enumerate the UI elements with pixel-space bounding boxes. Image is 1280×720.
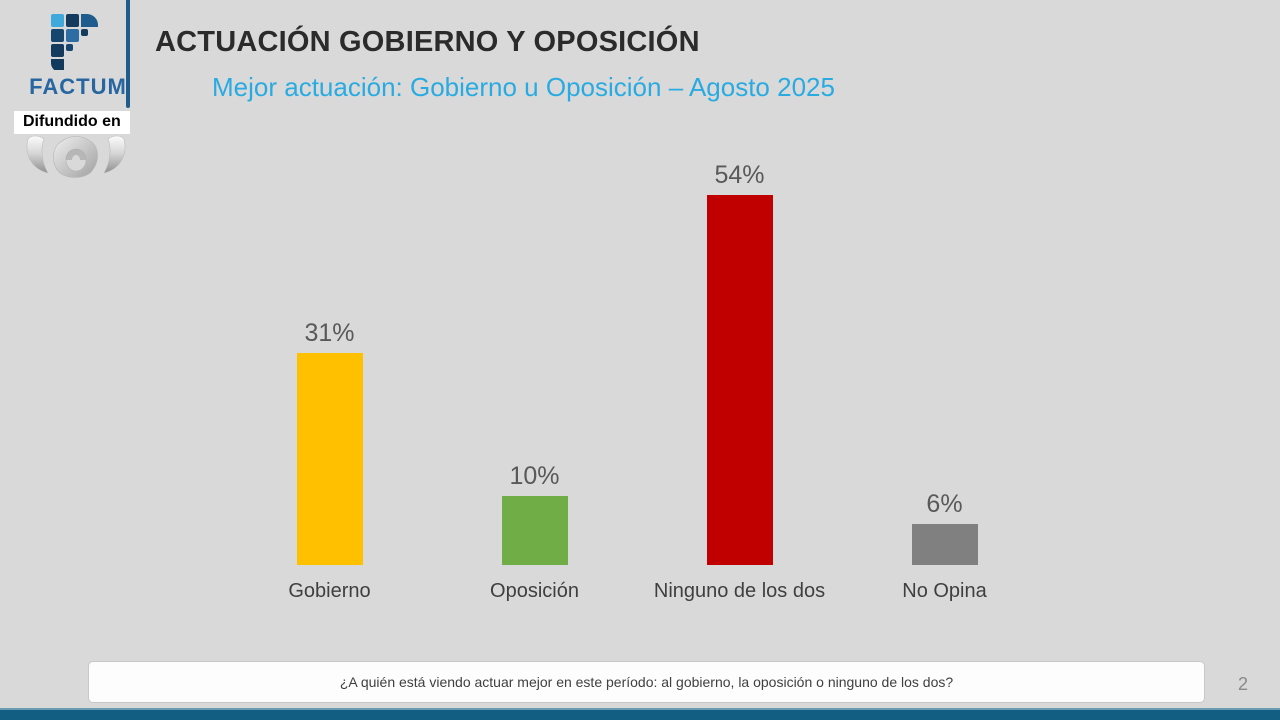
- category-label: Oposición: [490, 580, 579, 602]
- bar-value-label: 6%: [926, 490, 963, 518]
- bar: [706, 195, 773, 565]
- category-cell: Gobierno: [227, 578, 432, 605]
- page-number: 2: [1237, 674, 1248, 694]
- category-label: Ninguno de los dos: [653, 580, 826, 602]
- bar-value-label: 10%: [509, 462, 560, 490]
- category-cell: Ninguno de los dos: [637, 578, 842, 605]
- bar-value-label: 54%: [714, 161, 765, 189]
- question-text: ¿A quién está viendo actuar mejor en est…: [339, 674, 954, 690]
- bar: [501, 496, 568, 565]
- category-cell: Oposición: [432, 578, 637, 605]
- category-label: No Opina: [902, 580, 987, 602]
- bar-chart: 31% 10% 54% 6%: [227, 152, 1047, 565]
- bar-column: 31%: [227, 152, 432, 565]
- factum-logo-icon: [51, 14, 98, 70]
- category-label: Gobierno: [288, 580, 371, 602]
- category-cell: No Opina: [842, 578, 1047, 605]
- vtv-ribbon-logo-icon: [22, 133, 130, 186]
- page-subtitle: Mejor actuación: Gobierno u Oposición – …: [212, 72, 835, 102]
- bar-column: 6%: [842, 152, 1047, 565]
- page-title: ACTUACIÓN GOBIERNO Y OPOSICIÓN: [155, 26, 700, 58]
- bar-column: 10%: [432, 152, 637, 565]
- bar: [911, 524, 978, 565]
- bar-column: 54%: [637, 152, 842, 565]
- footer-bar: [0, 708, 1280, 720]
- factum-logo: FACTUM: [28, 12, 128, 100]
- bar-value-label: 31%: [304, 319, 355, 347]
- factum-wordmark: FACTUM: [29, 74, 127, 99]
- question-box: ¿A quién está viendo actuar mejor en est…: [88, 661, 1205, 703]
- header-divider: [126, 0, 130, 108]
- category-axis: Gobierno Oposición Ninguno de los dos No Op…: [227, 578, 1047, 605]
- difundido-label: Difundido en: [14, 111, 130, 134]
- bar: [296, 353, 363, 565]
